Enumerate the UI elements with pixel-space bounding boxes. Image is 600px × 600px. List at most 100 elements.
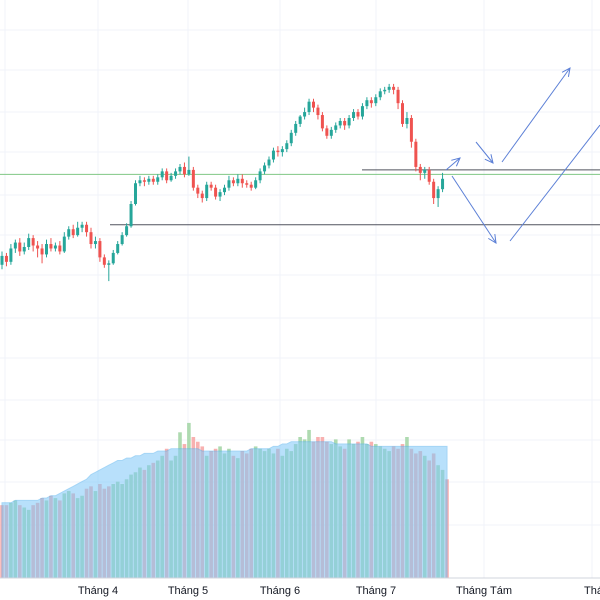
candle-body xyxy=(245,183,249,185)
candle-body xyxy=(191,169,195,188)
candle-body xyxy=(111,252,115,264)
x-tick-label: Tháng 4 xyxy=(78,585,118,597)
candle-body xyxy=(258,171,262,181)
candle-body xyxy=(365,100,369,107)
candle-body xyxy=(374,97,378,104)
candle-body xyxy=(303,112,307,117)
candle-body xyxy=(294,123,298,133)
candle-body xyxy=(369,100,373,104)
candle-body xyxy=(352,112,356,118)
scenario-arrows xyxy=(445,67,600,244)
candle-body xyxy=(218,192,222,197)
candle-body xyxy=(49,244,53,249)
candle-body xyxy=(249,184,253,188)
candle-body xyxy=(276,150,280,153)
candle-body xyxy=(89,232,93,245)
candle-body xyxy=(147,178,151,182)
x-tick-label: Tháng 9 xyxy=(584,585,600,597)
candle-body xyxy=(129,204,133,227)
candle-body xyxy=(53,245,57,249)
volume-ma-area xyxy=(1,441,448,579)
candle-body xyxy=(227,180,231,188)
candle-body xyxy=(298,116,302,124)
candle-body xyxy=(178,166,182,172)
candle-body xyxy=(409,118,413,142)
candle-body xyxy=(98,241,102,258)
candle-body xyxy=(45,244,48,255)
arrow-head xyxy=(451,157,461,167)
candle-body xyxy=(414,141,418,167)
candle-body xyxy=(0,255,4,265)
candle-body xyxy=(312,101,315,108)
candle-body xyxy=(205,184,209,199)
candle-body xyxy=(280,149,284,153)
candle-body xyxy=(392,86,396,90)
candle-body xyxy=(405,118,409,124)
candle-body xyxy=(334,125,338,130)
x-tick-label: Tháng 5 xyxy=(168,585,208,597)
candle-body xyxy=(432,181,436,199)
candle-body xyxy=(236,178,240,184)
candle-body xyxy=(254,180,258,188)
candle-body xyxy=(383,89,387,92)
candle-body xyxy=(174,171,178,176)
candle-body xyxy=(378,91,382,98)
candle-body xyxy=(40,248,44,255)
candle-body xyxy=(138,180,142,184)
candle-body xyxy=(325,128,329,136)
candle-body xyxy=(329,129,333,136)
candle-body xyxy=(338,120,342,126)
volume-pane xyxy=(0,422,600,579)
candle-body xyxy=(9,248,13,262)
candle-body xyxy=(289,132,293,144)
candle-body xyxy=(187,169,191,175)
candle-body xyxy=(13,242,17,249)
candle-body xyxy=(85,224,89,233)
candle-body xyxy=(285,143,289,150)
candle-body xyxy=(62,236,66,252)
candle-body xyxy=(107,263,111,265)
candle-body xyxy=(67,229,71,237)
arrow-bull-target xyxy=(501,67,571,163)
candle-body xyxy=(80,224,84,228)
candle-body xyxy=(165,171,169,181)
x-tick-label: Tháng Tám xyxy=(456,585,512,597)
candle-body xyxy=(436,189,440,199)
candle-body xyxy=(360,106,364,117)
arrow-up-short xyxy=(445,157,461,171)
candle-body xyxy=(142,180,146,182)
annotations xyxy=(0,169,600,226)
candle-body xyxy=(22,247,26,252)
candle-body xyxy=(423,169,427,173)
candlestick-series xyxy=(0,83,445,282)
candle-body xyxy=(343,120,347,126)
arrow-pullback xyxy=(475,141,494,164)
candle-body xyxy=(102,257,106,265)
candle-body xyxy=(401,103,404,124)
candle-body xyxy=(271,150,275,160)
candle-body xyxy=(4,255,8,262)
candle-body xyxy=(31,238,35,246)
arrow-bear-drop xyxy=(451,175,497,244)
candle-body xyxy=(134,183,137,204)
candle-body xyxy=(267,159,271,166)
candle-body xyxy=(182,166,186,175)
candle-body xyxy=(156,177,160,182)
candle-body xyxy=(307,101,311,113)
arrow-bear-recovery xyxy=(509,124,600,242)
x-tick-label: Tháng 6 xyxy=(260,585,300,597)
candle-body xyxy=(58,245,62,252)
candle-body xyxy=(27,238,31,247)
candle-body xyxy=(169,175,173,181)
candle-body xyxy=(116,244,120,253)
x-tick-label: Tháng 7 xyxy=(356,585,396,597)
candle-body xyxy=(214,187,218,197)
candle-body xyxy=(125,226,129,236)
candle-body xyxy=(396,89,400,104)
candle-body xyxy=(347,118,351,126)
arrow-head xyxy=(488,234,497,244)
candle-body xyxy=(200,193,204,199)
candle-body xyxy=(71,229,75,236)
candle-body xyxy=(196,187,200,194)
